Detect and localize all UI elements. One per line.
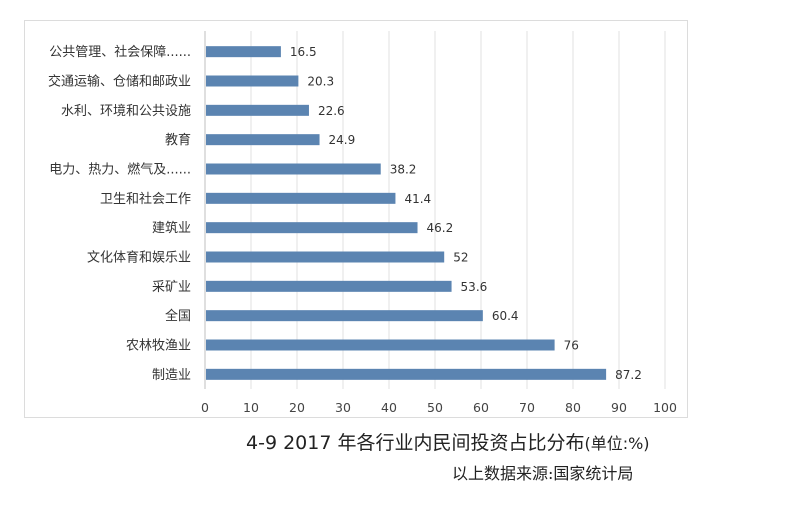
x-tick-label: 70 <box>519 400 535 415</box>
x-tick-label: 0 <box>201 400 209 415</box>
category-label: 电力、热力、燃气及...... <box>49 162 191 178</box>
category-label: 农林牧渔业 <box>126 339 191 354</box>
category-label: 采矿业 <box>152 280 191 295</box>
x-tick-label: 30 <box>335 400 351 415</box>
bar <box>206 339 555 351</box>
tick-layer: 0 10 20 30 40 50 60 70 80 90 100 <box>201 400 677 415</box>
bar <box>206 75 299 87</box>
bar <box>206 46 281 58</box>
data-label: 60.4 <box>492 309 519 323</box>
bar-layer <box>206 46 607 380</box>
x-tick-label: 10 <box>243 400 259 415</box>
bar <box>206 192 396 204</box>
data-label: 46.2 <box>427 221 454 235</box>
category-label: 建筑业 <box>152 220 191 236</box>
x-tick-label: 20 <box>289 400 305 415</box>
data-label: 20.3 <box>307 75 334 89</box>
bar <box>206 134 320 146</box>
x-tick-label: 60 <box>473 400 489 415</box>
category-label: 制造业 <box>152 368 191 383</box>
data-label: 87.2 <box>615 368 642 382</box>
x-tick-label: 40 <box>381 400 397 415</box>
data-label: 52 <box>453 251 468 265</box>
category-label: 公共管理、社会保障...... <box>49 44 191 60</box>
bar <box>206 163 381 175</box>
bar <box>206 251 445 263</box>
bar <box>206 280 452 292</box>
data-label: 76 <box>564 339 579 353</box>
x-tick-label: 90 <box>611 400 627 415</box>
category-label: 教育 <box>165 132 191 148</box>
figure-caption: 4-9 2017 年各行业内民间投资占比分布(单位:%) <box>246 428 650 455</box>
category-label: 水利、环境和公共设施 <box>61 104 191 119</box>
data-label: 22.6 <box>318 104 345 118</box>
data-label: 41.4 <box>404 192 431 206</box>
data-label: 16.5 <box>290 45 317 59</box>
grid-layer <box>204 31 666 389</box>
x-tick-label: 80 <box>565 400 581 415</box>
label-layer: 公共管理、社会保障...... 16.5 交通运输、仓储和邮政业 20.3 水利、环境和… <box>48 44 642 383</box>
bar <box>206 368 607 380</box>
data-label: 53.6 <box>461 280 488 294</box>
x-tick-label: 100 <box>653 400 677 415</box>
category-label: 全国 <box>165 308 191 324</box>
bar <box>206 222 418 234</box>
data-label: 24.9 <box>329 133 356 147</box>
caption-unit: (单位:%) <box>584 434 650 453</box>
x-tick-label: 50 <box>427 400 443 415</box>
category-label: 文化体育和娱乐业 <box>87 250 191 266</box>
chart-panel: 公共管理、社会保障...... 16.5 交通运输、仓储和邮政业 20.3 水利、环境和… <box>24 20 688 418</box>
data-label: 38.2 <box>390 163 417 177</box>
data-source-note: 以上数据来源:国家统计局 <box>452 464 634 483</box>
bar-chart: 公共管理、社会保障...... 16.5 交通运输、仓储和邮政业 20.3 水利、环境和… <box>48 31 677 415</box>
category-label: 交通运输、仓储和邮政业 <box>48 74 191 90</box>
bar <box>206 104 309 116</box>
category-label: 卫生和社会工作 <box>100 191 191 207</box>
caption-title: 4-9 2017 年各行业内民间投资占比分布 <box>246 432 585 454</box>
bar <box>206 310 483 322</box>
